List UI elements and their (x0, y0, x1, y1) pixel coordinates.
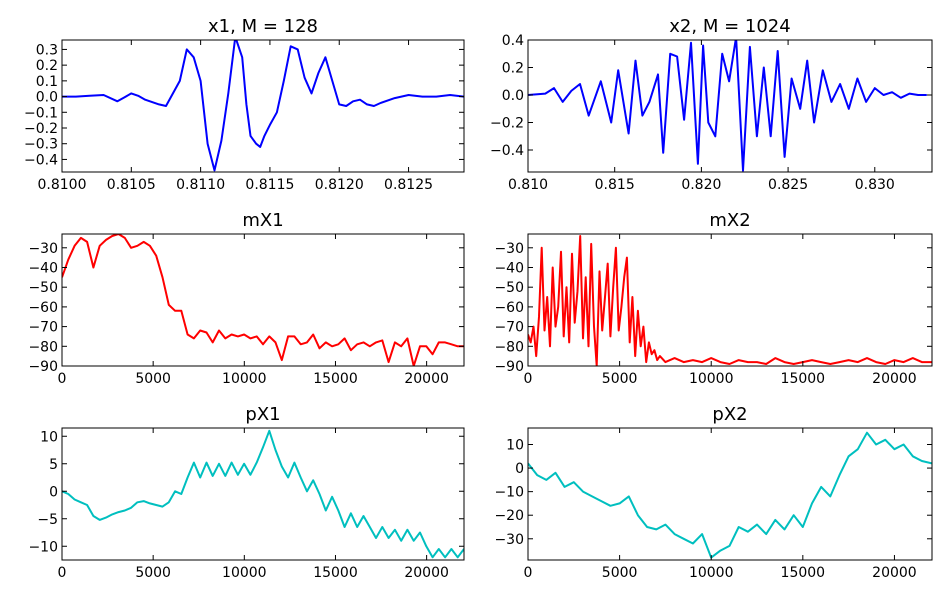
y-tick-label: −0.4 (490, 143, 524, 159)
y-tick-label: −90 (494, 359, 524, 375)
y-tick-label: 5 (49, 457, 58, 473)
axes-frame (527, 39, 933, 173)
y-tick-label: −5 (37, 512, 58, 528)
subplot-pX1: pX1 0 5000 10000 15000 20000 10 5 0 −5 −10 (28, 404, 465, 581)
y-tick-label: −30 (28, 241, 58, 257)
y-tick-label: −60 (494, 300, 524, 316)
x-tick-label: 0.8120 (315, 177, 364, 193)
subplot-mX2: mX2 0 5000 10000 15000 20000 −30 −40 −50 −60 −70 −8… (494, 210, 933, 387)
y-tick-label: −0.3 (24, 137, 58, 153)
y-tick-label: −0.2 (24, 121, 58, 137)
axes-frame (527, 427, 933, 561)
y-tick-label: −70 (28, 320, 58, 336)
x-tick-label: 0 (58, 371, 67, 387)
x-tick-label: 10000 (689, 371, 734, 387)
y-tick-label: −10 (28, 539, 58, 555)
y-tick-label: −60 (28, 300, 58, 316)
y-tick-label: −50 (28, 280, 58, 296)
chart-title: x1, M = 128 (208, 16, 318, 37)
subplot-x1: x1, M = 128 0.8100 0.8105 0.8110 0.8115 0.812… (24, 16, 465, 193)
axes-frame (61, 39, 465, 173)
y-tick-label: 0.1 (36, 74, 58, 90)
x-tick-label: 5000 (135, 371, 171, 387)
chart-title: pX1 (245, 404, 280, 425)
y-tick-label: −50 (494, 280, 524, 296)
axes-frame (61, 427, 465, 561)
x-tick-label: 0 (524, 565, 533, 581)
y-tick-label: 0.0 (36, 90, 58, 106)
chart-title: x2, M = 1024 (669, 16, 790, 37)
x-tick-label: 20000 (872, 565, 917, 581)
y-tick-label: −40 (494, 260, 524, 276)
y-tick-label: 0.3 (36, 42, 58, 58)
series-line (528, 431, 932, 559)
y-tick-label: −0.4 (24, 152, 58, 168)
x-tick-label: 15000 (781, 371, 826, 387)
y-tick-label: −80 (28, 339, 58, 355)
axes-frame (61, 233, 465, 367)
subplot-mX1: mX1 0 5000 10000 15000 20000 −30 −40 −50 −60 −70 −8… (28, 210, 465, 387)
y-tick-label: 10 (40, 429, 58, 445)
x-tick-label: 5000 (135, 565, 171, 581)
x-tick-label: 0.825 (768, 177, 808, 193)
x-tick-label: 0 (58, 565, 67, 581)
x-tick-label: 0.8105 (107, 177, 156, 193)
subplot-x2: x2, M = 1024 0.810 0.815 0.820 0.825 0.830 0.4… (490, 16, 933, 193)
x-tick-label: 10000 (689, 565, 734, 581)
x-tick-label: 15000 (313, 371, 358, 387)
y-tick-label: −70 (494, 320, 524, 336)
y-tick-label: −90 (28, 359, 58, 375)
series-line (528, 235, 932, 366)
series-line (62, 234, 464, 366)
y-tick-label: −20 (494, 508, 524, 524)
x-tick-label: 15000 (781, 565, 826, 581)
y-tick-label: −0.1 (24, 105, 58, 121)
series-line (62, 429, 464, 559)
x-tick-label: 20000 (404, 371, 449, 387)
x-tick-label: 0.815 (595, 177, 635, 193)
chart-title: mX2 (709, 210, 750, 231)
axes-frame (527, 233, 933, 367)
y-tick-label: 0 (49, 484, 58, 500)
x-tick-label: 10000 (222, 565, 267, 581)
subplot-pX2: pX2 0 5000 10000 15000 20000 10 0 −10 −20 −30 (494, 404, 933, 581)
y-tick-label: 0.4 (502, 33, 524, 49)
x-tick-label: 0 (524, 371, 533, 387)
x-tick-label: 0.8100 (38, 177, 87, 193)
series-line (528, 40, 927, 172)
chart-title: mX1 (242, 210, 283, 231)
x-tick-label: 20000 (404, 565, 449, 581)
y-tick-label: −30 (494, 241, 524, 257)
x-tick-label: 15000 (313, 565, 358, 581)
chart-title: pX2 (712, 404, 747, 425)
y-tick-label: 0.2 (36, 58, 58, 74)
y-tick-label: −80 (494, 339, 524, 355)
y-tick-label: −30 (494, 532, 524, 548)
y-tick-label: 0.0 (502, 88, 524, 104)
x-tick-label: 0.8115 (245, 177, 294, 193)
x-tick-label: 5000 (602, 565, 638, 581)
y-tick-label: 0 (515, 461, 524, 477)
y-tick-label: 10 (506, 438, 524, 454)
x-tick-label: 10000 (222, 371, 267, 387)
series-line (62, 40, 464, 172)
x-tick-label: 0.830 (855, 177, 895, 193)
x-tick-label: 0.810 (508, 177, 548, 193)
y-tick-label: −10 (494, 485, 524, 501)
x-tick-label: 20000 (872, 371, 917, 387)
y-tick-label: −0.2 (490, 116, 524, 132)
x-tick-label: 0.8110 (176, 177, 225, 193)
x-tick-label: 0.8125 (384, 177, 433, 193)
x-tick-label: 0.820 (681, 177, 721, 193)
y-tick-label: −40 (28, 260, 58, 276)
y-tick-label: 0.2 (502, 61, 524, 77)
x-tick-label: 5000 (602, 371, 638, 387)
